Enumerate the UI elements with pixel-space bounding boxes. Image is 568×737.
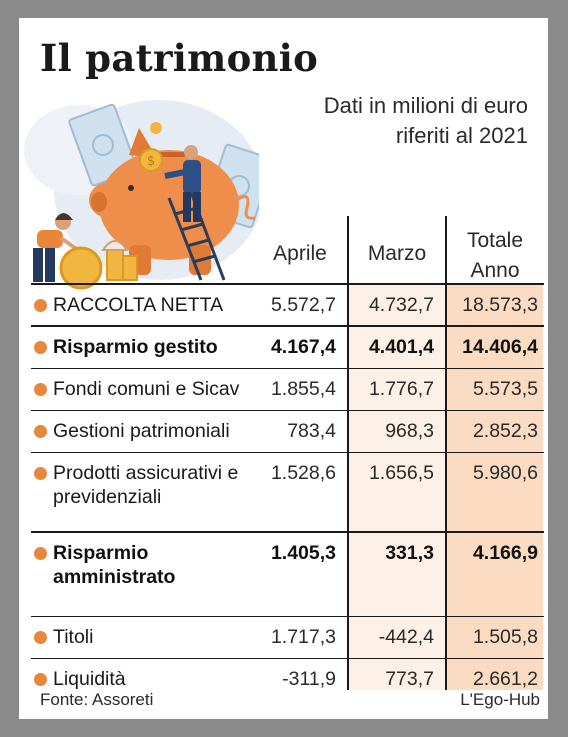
value-marzo: 4.732,7 (368, 294, 434, 316)
table-row: Gestioni patrimoniali 783,4 968,3 2.852,3 (19, 410, 548, 452)
row-divider (31, 325, 544, 327)
row-divider (31, 410, 544, 411)
row-label: Liquidità (53, 668, 126, 690)
bullet-dot-icon (34, 425, 47, 438)
column-header-marzo: Marzo (367, 242, 427, 265)
value-marzo: -442,4 (378, 626, 434, 648)
brand-credit: L'Ego-Hub (460, 690, 540, 709)
column-divider (347, 216, 349, 690)
row-label: RACCOLTA NETTA (53, 294, 224, 316)
column-divider (445, 216, 447, 690)
value-marzo: 1.656,5 (368, 462, 434, 484)
value-aprile: 1.855,4 (270, 378, 336, 400)
table-row: Risparmio gestito 4.167,4 4.401,4 14.406,4 (19, 326, 548, 368)
table-row: Prodotti assicurativi e previdenziali 1.5… (19, 452, 548, 532)
infographic-card: Il patrimonio Dati in milioni di euro ri… (19, 18, 548, 719)
value-marzo: 968,3 (385, 420, 434, 442)
value-totale-anno: 5.980,6 (472, 462, 538, 484)
piggy-bank-illustration: $ (24, 100, 259, 290)
chart-title: Il patrimonio (40, 36, 319, 80)
coin-icon (150, 122, 162, 134)
column-header-aprile: Aprile (273, 242, 327, 265)
table-row: Fondi comuni e Sicav 1.855,4 1.776,7 5.573,… (19, 368, 548, 410)
marzo-column-highlight (349, 284, 445, 690)
value-totale-anno: 18.573,3 (462, 294, 538, 316)
table-row: Titoli 1.717,3 -442,4 1.505,8 (19, 616, 548, 658)
value-aprile: 783,4 (287, 420, 336, 442)
bullet-dot-icon (34, 299, 47, 312)
row-label: Risparmio amministrato (53, 542, 176, 588)
table-row: RACCOLTA NETTA 5.572,7 4.732,7 18.573,3 (19, 284, 548, 326)
bullet-dot-icon (34, 631, 47, 644)
row-divider (31, 368, 544, 369)
value-marzo: 331,3 (385, 542, 434, 564)
header-rule (31, 283, 544, 285)
coin-icon: $ (139, 148, 163, 172)
value-totale-anno: 2.661,2 (472, 668, 538, 690)
value-totale-anno: 4.166,9 (472, 542, 538, 564)
value-totale-anno: 14.406,4 (462, 336, 538, 358)
table-row: Risparmio amministrato 1.405,3 331,3 4.166,… (19, 532, 548, 616)
row-label: Gestioni patrimoniali (53, 420, 230, 442)
row-divider (31, 658, 544, 659)
source-note: Fonte: Assoreti (40, 690, 154, 709)
row-divider (31, 616, 544, 617)
value-totale-anno: 5.573,5 (472, 378, 538, 400)
row-label: Risparmio gestito (53, 336, 218, 358)
svg-text:$: $ (147, 154, 155, 169)
value-totale-anno: 2.852,3 (472, 420, 538, 442)
row-divider (31, 452, 544, 453)
value-aprile: 1.717,3 (270, 626, 336, 648)
value-aprile: 4.167,4 (270, 336, 336, 358)
value-aprile: -311,9 (282, 668, 336, 690)
bullet-dot-icon (34, 341, 47, 354)
chart-subtitle: Dati in milioni di euro riferiti al 2021 (323, 93, 528, 148)
row-label: Titoli (53, 626, 94, 648)
bullet-dot-icon (34, 673, 47, 686)
value-aprile: 1.405,3 (270, 542, 336, 564)
value-marzo: 773,7 (385, 668, 434, 690)
value-aprile: 1.528,6 (270, 462, 336, 484)
totale-column-highlight (447, 284, 543, 690)
value-marzo: 4.401,4 (368, 336, 434, 358)
table-row: Liquidità -311,9 773,7 2.661,2 (19, 658, 548, 690)
row-divider (31, 531, 544, 533)
bullet-dot-icon (34, 467, 47, 480)
row-label: Fondi comuni e Sicav (53, 378, 240, 400)
value-aprile: 5.572,7 (270, 294, 336, 316)
value-marzo: 1.776,7 (368, 378, 434, 400)
coin-stack-icon (59, 240, 138, 290)
man-figure-icon (164, 145, 201, 222)
row-label: Prodotti assicurativi e previdenziali (53, 462, 239, 508)
bullet-dot-icon (34, 383, 47, 396)
column-header-totale-anno: Totale Anno (466, 229, 524, 282)
value-totale-anno: 1.505,8 (472, 626, 538, 648)
bullet-dot-icon (34, 547, 47, 560)
